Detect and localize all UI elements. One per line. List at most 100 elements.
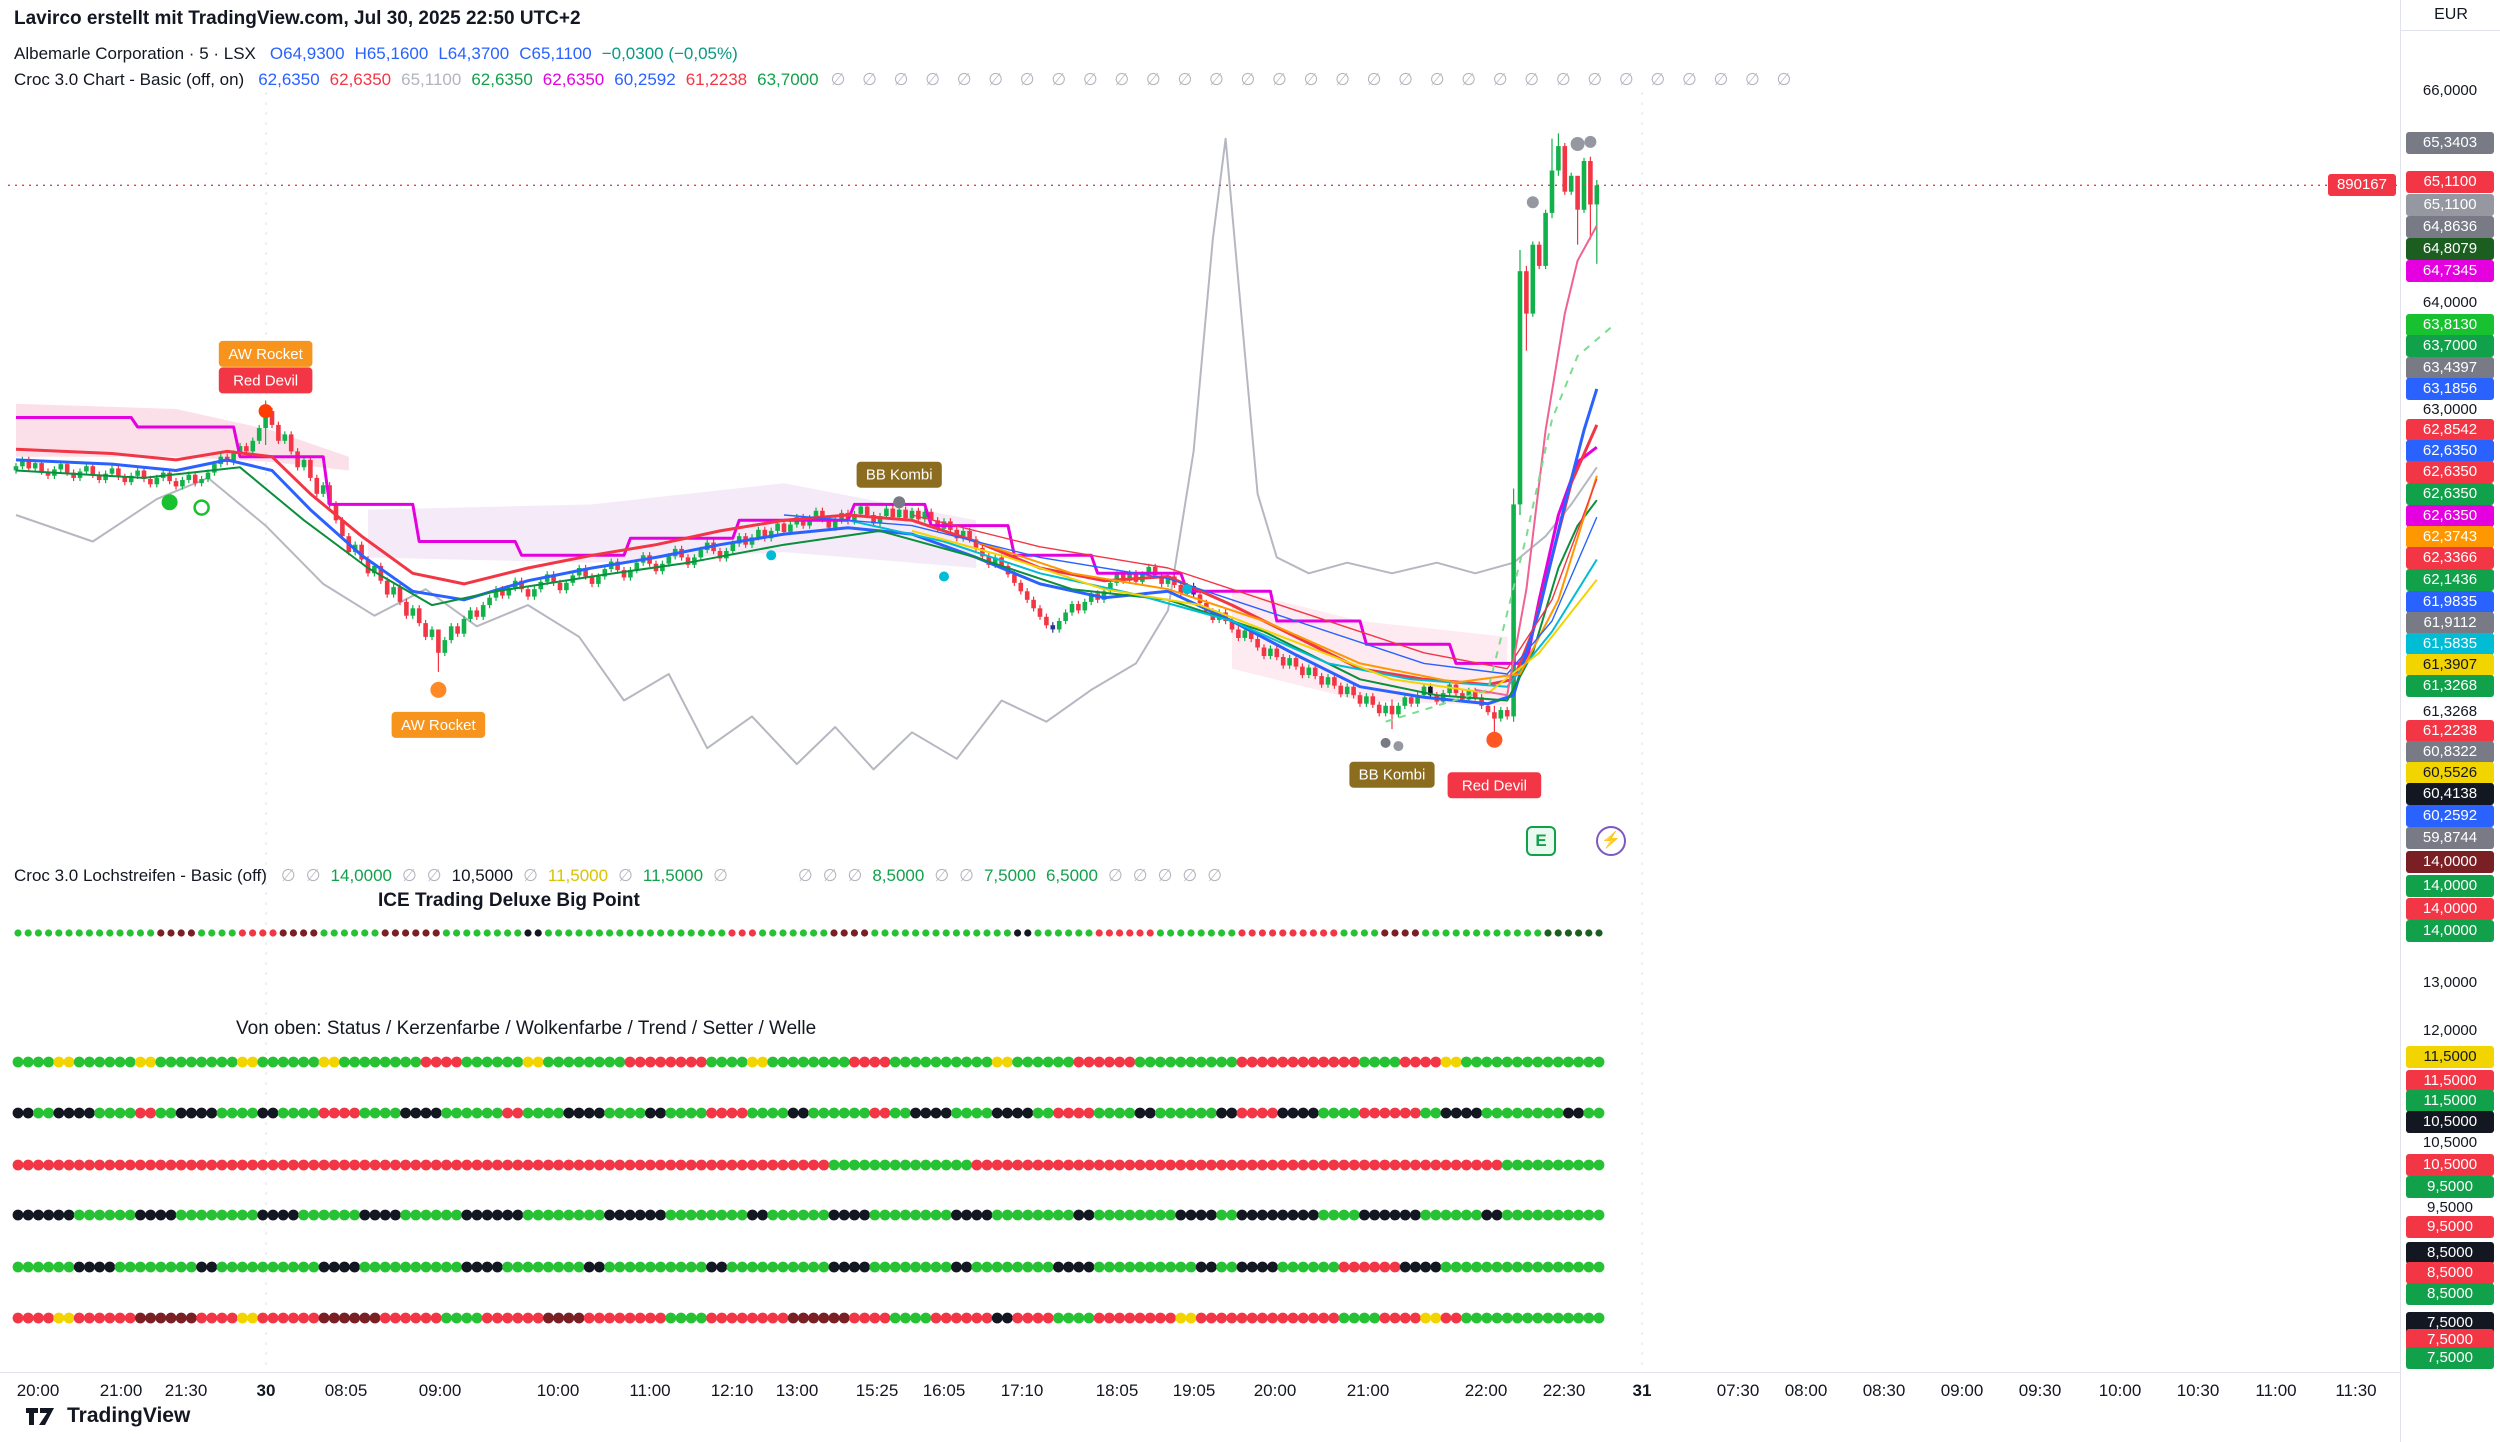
- dot-row-welle: [12, 1312, 1605, 1324]
- time-label: 21:00: [99, 1381, 143, 1400]
- time-label: 20:00: [1253, 1381, 1297, 1400]
- legend-value: ∅: [713, 866, 728, 885]
- price-chip: 61,3907: [2406, 654, 2494, 676]
- price-chip: 61,5835: [2406, 633, 2494, 655]
- legend-value: 6,5000: [1045, 866, 1098, 885]
- price-chip: 61,9835: [2406, 591, 2494, 613]
- price-chip: 63,4397: [2406, 357, 2494, 379]
- price-chip: 14,0000: [2406, 898, 2494, 920]
- time-label: 10:30: [2176, 1381, 2220, 1400]
- legend-value: 11,5000: [547, 866, 609, 885]
- ohlc-values: O64,9300 H65,1600 L64,3700 C65,1100 −0,0300 …: [260, 44, 738, 63]
- time-label: 21:00: [1346, 1381, 1390, 1400]
- price-chip: 10,5000: [2422, 1134, 2478, 1151]
- tradingview-logo-text: TradingView: [67, 1404, 191, 1427]
- price-chip: 8,5000: [2406, 1283, 2494, 1305]
- event-icon[interactable]: E: [1526, 826, 1556, 856]
- marker-dot: [939, 571, 949, 582]
- price-chip: 60,4138: [2406, 783, 2494, 805]
- croc-chart-title[interactable]: Croc 3.0 Chart - Basic (off, on): [14, 70, 245, 89]
- time-label: 19:05: [1172, 1381, 1216, 1400]
- price-chip: 8,5000: [2406, 1262, 2494, 1284]
- time-axis[interactable]: 20:00 21:00 21:30 30 08:05 09:00 10:00 11:00 12:…: [0, 1372, 2400, 1442]
- legend-value: 10,5000: [451, 866, 514, 885]
- indicator-cloud-1: [368, 483, 976, 568]
- overlay-ma-orange: [975, 475, 1598, 684]
- marker-label-text: AW Rocket: [401, 717, 476, 734]
- legend-value: ∅: [934, 866, 950, 885]
- price-chip: 62,6350: [2406, 440, 2494, 462]
- marker-dot: [1393, 741, 1404, 752]
- marker-label-text: BB Kombi: [866, 467, 933, 484]
- price-chip: 11,5000: [2406, 1070, 2494, 1092]
- price-chip: 8,5000: [2406, 1242, 2494, 1264]
- price-chip: 62,3366: [2406, 547, 2494, 569]
- legend-value: 62,6350: [471, 70, 533, 89]
- dot-row-wolkenfarbe: [12, 1159, 1605, 1171]
- legend-value: 8,5000: [872, 866, 925, 885]
- price-chip: 64,0000: [2422, 294, 2478, 311]
- price-chip: 64,7345: [2406, 260, 2494, 282]
- time-label: 30: [256, 1381, 276, 1400]
- price-chip: 59,8744: [2406, 827, 2494, 849]
- legend-value: ∅: [305, 866, 321, 885]
- overlay-ma-thin-blue: [783, 514, 1598, 675]
- time-label: 11:30: [2335, 1381, 2377, 1400]
- time-label: 08:00: [1784, 1381, 1828, 1400]
- overlay-croc-green: [15, 466, 1598, 702]
- marker-dot: [1526, 196, 1539, 209]
- price-scale[interactable]: EUR 66,0000 65,3403 65,1100 65,1100 64,8636 6…: [2400, 0, 2500, 1442]
- price-chip: 7,5000: [2406, 1312, 2494, 1334]
- legend-value: 7,5000: [983, 866, 1036, 885]
- price-chip: 61,2238: [2406, 720, 2494, 742]
- price-chip: 65,1100: [2406, 171, 2494, 193]
- chart-note: Lavirco erstellt mit TradingView.com, Ju…: [14, 8, 581, 29]
- legend-value: ∅: [401, 866, 417, 885]
- price-chip: 7,5000: [2406, 1347, 2494, 1369]
- price-chip: 62,6350: [2406, 461, 2494, 483]
- tradingview-logo[interactable]: TradingView: [24, 1402, 190, 1430]
- marker-label-text: Red Devil: [1462, 777, 1527, 794]
- time-label: 16:05: [922, 1381, 966, 1400]
- croc-chart-legend: Croc 3.0 Chart - Basic (off, on) 62,6350 6…: [14, 70, 1797, 90]
- price-chip: 60,8322: [2406, 741, 2494, 763]
- overlay-croc-magenta: [16, 416, 1598, 665]
- symbol-title[interactable]: Albemarle Corporation · 5 · LSX: [14, 44, 256, 63]
- legend-value: ∅: [847, 866, 863, 885]
- time-label: 18:05: [1095, 1381, 1139, 1400]
- overlay-ma-thin-red: [911, 478, 1598, 670]
- legend-value: ∅: [280, 866, 296, 885]
- legend-value: ∅: [426, 866, 442, 885]
- time-label: 12:10: [710, 1381, 754, 1400]
- price-chip: 65,3403: [2406, 132, 2494, 154]
- legend-value: C65,1100: [519, 44, 592, 63]
- legend-value: ∅: [822, 866, 838, 885]
- price-chip: 12,0000: [2422, 1022, 2478, 1039]
- lightning-icon[interactable]: ⚡: [1596, 826, 1626, 856]
- countdown-badge: 890167: [2327, 174, 2396, 196]
- marker-label-box: [391, 711, 486, 738]
- legend-value: ∅: [1132, 866, 1148, 885]
- symbol-legend: Albemarle Corporation · 5 · LSX O64,9300 H…: [14, 44, 738, 64]
- legend-value: 62,6350: [329, 70, 392, 89]
- time-label: 13:00: [775, 1381, 819, 1400]
- marker-dot: [1380, 737, 1391, 748]
- time-label: 11:00: [629, 1381, 671, 1400]
- marker-label-text: Red Devil: [233, 372, 298, 389]
- lochstreifen-title[interactable]: Croc 3.0 Lochstreifen - Basic (off): [14, 866, 267, 885]
- marker-dot: [1486, 731, 1503, 748]
- indicator-cloud-2: [1232, 589, 1508, 706]
- overlay-green-projection: [1385, 322, 1617, 723]
- price-chip: 62,6350: [2406, 483, 2494, 505]
- marker-label-box: [218, 367, 313, 394]
- marker-label-box: [218, 340, 313, 367]
- price-chip: 63,8130: [2406, 314, 2494, 336]
- legend-value: ∅: [1107, 866, 1123, 885]
- candles: [13, 133, 1600, 736]
- marker-dot: [1584, 135, 1597, 148]
- dot-row-kerzenfarbe: [12, 1107, 1605, 1119]
- marker-dot: [893, 496, 906, 509]
- time-label: 07:30: [1716, 1381, 1760, 1400]
- time-label: 09:30: [2018, 1381, 2062, 1400]
